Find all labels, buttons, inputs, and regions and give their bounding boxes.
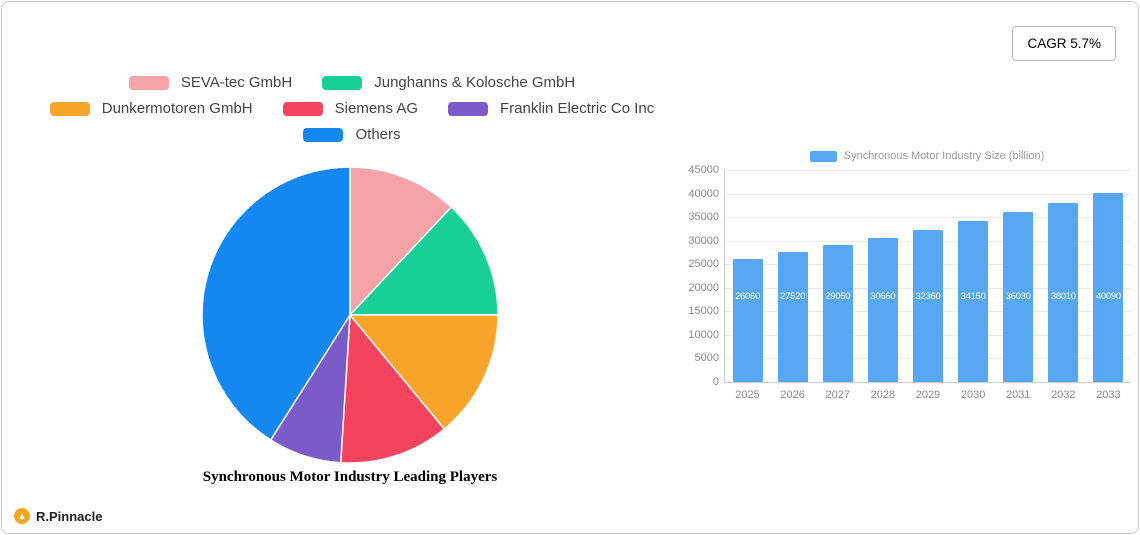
brand-logo: ▲ R.Pinnacle: [14, 508, 102, 524]
y-gridline: [725, 193, 1131, 195]
legend-item-siemens-ag[interactable]: Siemens AG: [282, 100, 419, 117]
legend-item-seva-tec-gmbh[interactable]: SEVA-tec GmbH: [128, 74, 293, 91]
y-axis-tick-label: 45000: [688, 164, 719, 176]
bar-slot: 27520: [770, 170, 815, 382]
y-axis-tick-label: 40000: [688, 187, 719, 200]
bar-value-label: 26060: [735, 291, 760, 302]
pie-chart: [201, 166, 499, 464]
bar-legend-swatch: [809, 150, 837, 162]
x-axis-tick-label: 2031: [1005, 389, 1031, 401]
legend-label: Junghanns & Kolosche GmbH: [374, 74, 576, 91]
legend-label: SEVA-tec GmbH: [180, 74, 293, 91]
x-axis-tick-label: 2030: [960, 389, 986, 401]
y-axis-tick-label: 15000: [688, 305, 719, 318]
pinnacle-badge-icon: ▲: [14, 508, 30, 524]
legend-label: Siemens AG: [334, 100, 419, 117]
bar-2025[interactable]: 26060: [732, 259, 763, 382]
x-axis-tick-label: 2032: [1051, 389, 1076, 401]
y-axis-tick-label: 5000: [694, 352, 719, 365]
legend-swatch-icon: [322, 75, 363, 90]
pie-slice-siemens-ag[interactable]: [339, 313, 446, 464]
bar-2030[interactable]: 34150: [958, 221, 989, 382]
bar-slot: 26060: [725, 170, 770, 382]
bar-value-label: 29050: [825, 291, 851, 302]
bar-chart-legend[interactable]: Synchronous Motor Industry Size (billion…: [724, 150, 1130, 162]
brand-name: R.Pinnacle: [36, 508, 103, 524]
legend-swatch-icon: [282, 101, 323, 116]
pie-legend-row: Dunkermotoren GmbH Siemens AG Franklin Ele…: [2, 100, 702, 117]
bar-value-label: 32360: [915, 291, 941, 302]
legend-label: Franklin Electric Co Inc: [500, 100, 655, 117]
y-axis-tick-label: 35000: [688, 211, 719, 224]
x-axis-tick-label: 2026: [780, 389, 805, 401]
bar-plot-area: 0 5000 10000 15000 20000 25000 30000 35000 40000…: [688, 164, 1131, 401]
pie-slice-others[interactable]: [201, 166, 351, 441]
bar-2027[interactable]: 29050: [822, 245, 853, 382]
y-axis-tick-label: 0: [712, 376, 719, 388]
x-axis-labels: 2025 2026 2027 2028 2029 2030 2031 2032 2033: [725, 389, 1131, 401]
y-gridline: [725, 170, 1131, 171]
bar-2031[interactable]: 36030: [1003, 212, 1034, 382]
bar-slot: 38010: [1041, 170, 1086, 382]
legend-item-junghanns-kolosche-gmbh[interactable]: Junghanns & Kolosche GmbH: [322, 74, 575, 91]
y-axis-tick-label: 10000: [688, 328, 719, 341]
bar-legend-label: Synchronous Motor Industry Size (billion…: [843, 150, 1045, 162]
bar-value-label: 40090: [1095, 291, 1121, 302]
legend-swatch-icon: [448, 101, 489, 116]
bars-container: 26060 27520 29050 30660 32360 34150 36030 38010…: [725, 170, 1131, 382]
bar-2033[interactable]: 40090: [1093, 193, 1124, 382]
bar-value-label: 36030: [1005, 291, 1031, 302]
legend-swatch-icon: [128, 75, 169, 90]
bar-slot: 34150: [951, 170, 996, 382]
y-axis-tick-label: 25000: [688, 258, 719, 271]
legend-swatch-icon: [303, 127, 344, 142]
bar-value-label: 34150: [960, 291, 986, 302]
pie-slice-junghanns-kolosche-gmbh[interactable]: [348, 206, 499, 316]
legend-item-franklin-electric-co-inc[interactable]: Franklin Electric Co Inc: [448, 100, 654, 117]
bar-slot: 30660: [860, 170, 905, 382]
pie-legend-row: SEVA-tec GmbH Junghanns & Kolosche GmbH: [2, 74, 702, 91]
y-axis-tick-label: 20000: [688, 281, 719, 294]
cagr-label: CAGR 5.7%: [1027, 36, 1101, 51]
bar-slot: 40090: [1086, 170, 1131, 382]
bar-value-label: 27520: [780, 291, 806, 302]
pie-slice-seva-tec-gmbh[interactable]: [349, 166, 453, 317]
bar-value-label: 30660: [870, 291, 896, 302]
x-axis-tick-label: 2027: [825, 389, 850, 401]
x-axis-tick-label: 2025: [735, 389, 760, 401]
y-gridline: [725, 217, 1131, 219]
pie-slice-dunkermotoren-gmbh[interactable]: [348, 314, 499, 431]
x-axis-tick-label: 2033: [1096, 389, 1121, 401]
bar-value-label: 38010: [1050, 291, 1076, 302]
bar-slot: 32360: [905, 170, 950, 382]
pie-legend: SEVA-tec GmbH Junghanns & Kolosche GmbH Du…: [2, 74, 702, 143]
legend-swatch-icon: [49, 101, 90, 116]
pie-chart-title: Synchronous Motor Industry Leading Playe…: [202, 469, 498, 485]
bar-2026[interactable]: 27520: [777, 252, 808, 382]
y-axis-tick-label: 30000: [688, 234, 719, 247]
bar-2028[interactable]: 30660: [867, 237, 898, 382]
legend-item-dunkermotoren-gmbh[interactable]: Dunkermotoren GmbH: [49, 100, 253, 117]
pie-legend-row: Others: [2, 126, 702, 143]
bar-2029[interactable]: 32360: [912, 229, 943, 382]
legend-label: Others: [355, 126, 401, 143]
bar-slot: 29050: [815, 170, 860, 382]
bar-slot: 36030: [996, 170, 1041, 382]
x-axis-tick-label: 2028: [870, 389, 896, 401]
bar-2032[interactable]: 38010: [1048, 202, 1079, 382]
legend-item-others[interactable]: Others: [303, 126, 401, 143]
legend-label: Dunkermotoren GmbH: [101, 100, 253, 117]
cagr-badge: CAGR 5.7%: [1012, 26, 1116, 61]
x-axis-tick-label: 2029: [915, 389, 941, 401]
